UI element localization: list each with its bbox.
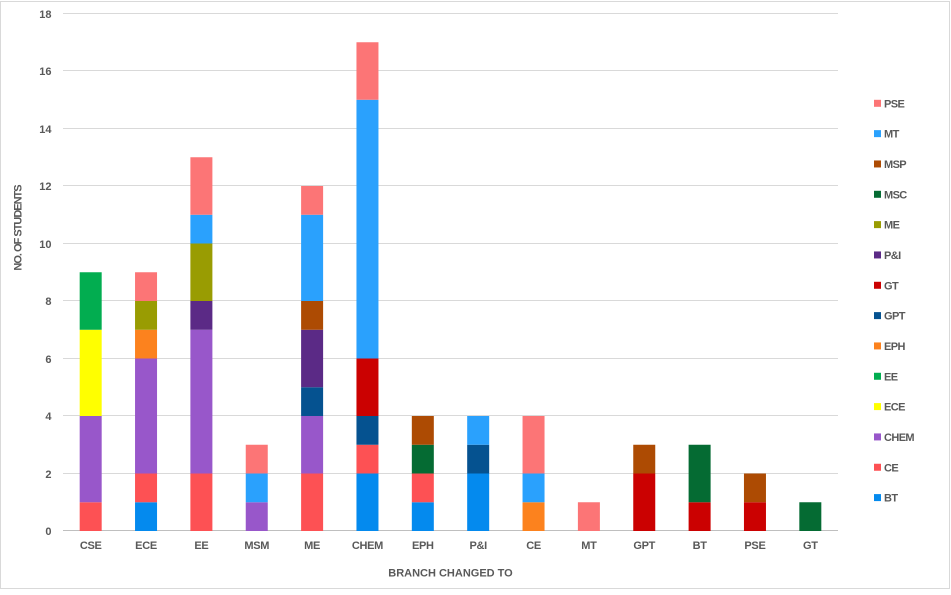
svg-text:CE: CE — [526, 540, 541, 552]
svg-text:10: 10 — [39, 239, 51, 251]
svg-text:2: 2 — [45, 469, 51, 481]
svg-text:CSE: CSE — [80, 540, 102, 552]
svg-text:CE: CE — [884, 462, 898, 474]
svg-text:BT: BT — [884, 493, 898, 505]
svg-text:ME: ME — [884, 220, 900, 232]
svg-text:MSC: MSC — [884, 189, 907, 201]
svg-text:EPH: EPH — [884, 341, 905, 353]
svg-text:MSP: MSP — [884, 159, 906, 171]
svg-text:4: 4 — [45, 411, 52, 423]
svg-text:P&I: P&I — [469, 540, 487, 552]
svg-text:ME: ME — [304, 540, 320, 552]
svg-text:MT: MT — [884, 129, 900, 141]
svg-text:EE: EE — [884, 371, 898, 383]
svg-text:18: 18 — [39, 9, 51, 21]
svg-text:PSE: PSE — [884, 98, 904, 110]
svg-text:CHEM: CHEM — [352, 540, 383, 552]
svg-text:14: 14 — [39, 124, 52, 136]
svg-text:MSM: MSM — [244, 540, 269, 552]
svg-text:EPH: EPH — [412, 540, 434, 552]
svg-text:ECE: ECE — [135, 540, 157, 552]
svg-text:GT: GT — [803, 540, 818, 552]
svg-text:ECE: ECE — [884, 402, 905, 414]
svg-text:16: 16 — [39, 66, 51, 78]
svg-text:EE: EE — [194, 540, 208, 552]
svg-text:GPT: GPT — [884, 311, 906, 323]
svg-text:BT: BT — [693, 540, 708, 552]
svg-text:PSE: PSE — [744, 540, 765, 552]
svg-text:CHEM: CHEM — [884, 432, 914, 444]
svg-text:6: 6 — [45, 354, 51, 366]
svg-text:GPT: GPT — [633, 540, 655, 552]
svg-text:0: 0 — [45, 526, 51, 538]
svg-text:8: 8 — [45, 296, 51, 308]
svg-text:12: 12 — [39, 181, 51, 193]
svg-text:BRANCH CHANGED TO: BRANCH CHANGED TO — [388, 568, 513, 580]
svg-text:MT: MT — [581, 540, 597, 552]
svg-text:P&I: P&I — [884, 250, 901, 262]
svg-text:GT: GT — [884, 280, 899, 292]
svg-text:NO. OF STUDENTS: NO. OF STUDENTS — [13, 185, 25, 271]
